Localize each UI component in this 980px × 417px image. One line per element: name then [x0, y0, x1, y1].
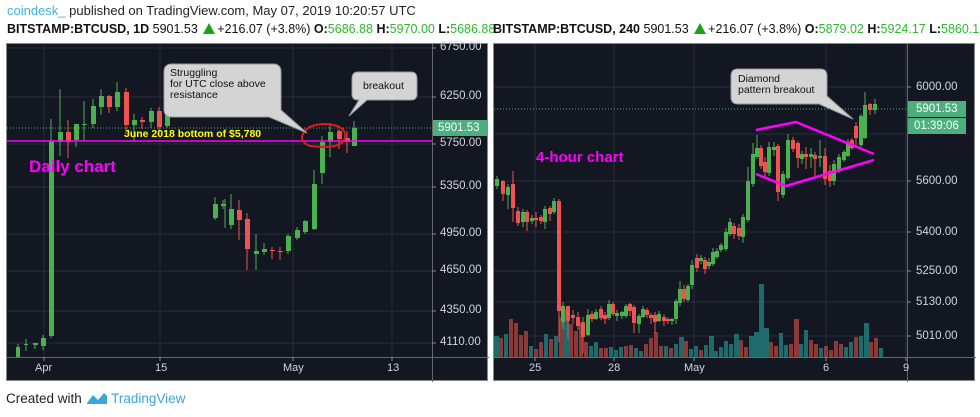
y-tick: 5750.00: [440, 137, 482, 149]
y-tick: 6750.00: [440, 41, 482, 53]
highlight-ellipse: [300, 123, 347, 148]
right-high: 5924.17: [880, 22, 926, 36]
callout-line: resistance: [170, 89, 218, 101]
y-tick: 5250.00: [916, 265, 958, 277]
left-open: 5686.88: [327, 22, 373, 36]
left-legend: BITSTAMP:BTCUSD, 1D 5901.53 +216.07 (+3.…: [7, 22, 495, 36]
low-label: L:: [438, 22, 451, 36]
callout-line: pattern breakout: [738, 84, 815, 96]
y-tick: 5400.00: [916, 226, 958, 238]
left-high: 5970.00: [389, 22, 435, 36]
tradingview-logo-icon: [86, 393, 107, 404]
y-tick: 5600.00: [916, 175, 958, 187]
high-label: H:: [376, 22, 390, 36]
four-hour-chart-panel[interactable]: Diamond pattern breakout 4-hour chart 60…: [493, 43, 976, 382]
y-tick: 5130.00: [916, 296, 958, 308]
resistance-label: June 2018 bottom of $5,780: [124, 128, 262, 140]
x-tick: 28: [608, 362, 621, 374]
daily-chart-svg: [7, 44, 489, 382]
diamond-pattern: [755, 120, 875, 188]
y-tick: 4950.00: [440, 227, 482, 239]
x-tick: Apr: [35, 362, 53, 374]
right-symbol: BITSTAMP:BTCUSD, 240: [493, 22, 641, 36]
right-change: +216.07 (+3.8%): [708, 22, 802, 36]
publisher-name[interactable]: coindesk_: [7, 3, 66, 18]
left-low: 5686.88: [450, 22, 496, 36]
x-tick: 6: [823, 362, 830, 374]
low-label: L:: [929, 22, 942, 36]
chart-label: Daily chart: [29, 157, 116, 176]
publish-text: published on TradingView.com, May 07, 20…: [65, 3, 416, 18]
up-triangle-icon: [694, 23, 707, 34]
last-price-tag: 5901.53: [908, 101, 966, 117]
callout-diamond: Diamond pattern breakout: [738, 74, 814, 96]
last-price-tag: 5901.53: [433, 120, 488, 136]
y-tick: 6250.00: [440, 90, 482, 102]
y-tick: 5350.00: [440, 180, 482, 192]
callout-line: for UTC close above: [170, 78, 266, 90]
tradingview-link[interactable]: TradingView: [111, 391, 186, 406]
callout-line: Diamond: [738, 73, 781, 85]
right-last: 5901.53: [643, 22, 689, 36]
x-tick: May: [684, 362, 705, 374]
right-legend: BITSTAMP:BTCUSD, 240 5901.53 +216.07 (+3…: [493, 22, 980, 36]
volume-bars: [494, 284, 883, 357]
four-hour-chart-svg: [494, 44, 976, 382]
four-hour-time-axis[interactable]: 25 28 May 6 9: [494, 362, 910, 380]
y-tick: 4650.00: [440, 264, 482, 276]
x-tick: 15: [155, 362, 168, 374]
daily-time-axis[interactable]: Apr 15 May 13: [7, 362, 432, 380]
x-tick: May: [283, 362, 304, 374]
created-with-text: Created with: [6, 391, 82, 406]
left-last: 5901.53: [152, 22, 198, 36]
up-triangle-icon: [203, 23, 216, 34]
high-label: H:: [867, 22, 881, 36]
publish-info: coindesk_ published on TradingView.com, …: [7, 3, 416, 18]
open-label: O:: [313, 22, 328, 36]
x-tick: 25: [529, 362, 542, 374]
left-change: +216.07 (+3.8%): [217, 22, 311, 36]
y-tick: 5010.00: [916, 330, 958, 342]
callout-breakout: breakout: [363, 80, 404, 92]
callout-line: Struggling: [170, 67, 218, 79]
y-tick: 4350.00: [440, 304, 482, 316]
daily-chart-panel[interactable]: Struggling for UTC close above resistanc…: [6, 41, 489, 382]
open-label: O:: [804, 22, 819, 36]
callout-struggling: Struggling for UTC close above resistanc…: [170, 68, 266, 101]
x-tick: 13: [387, 362, 400, 374]
chart-label: 4-hour chart: [536, 149, 624, 166]
right-low: 5860.1: [941, 22, 980, 36]
footer: Created with TradingView: [6, 391, 185, 406]
bar-countdown-tag: 01:39:06: [908, 118, 966, 134]
y-tick: 6000.00: [916, 81, 958, 93]
x-tick: 9: [903, 362, 910, 374]
left-symbol: BITSTAMP:BTCUSD, 1D: [7, 22, 150, 36]
y-tick: 4110.00: [440, 336, 481, 348]
right-open: 5879.02: [818, 22, 864, 36]
